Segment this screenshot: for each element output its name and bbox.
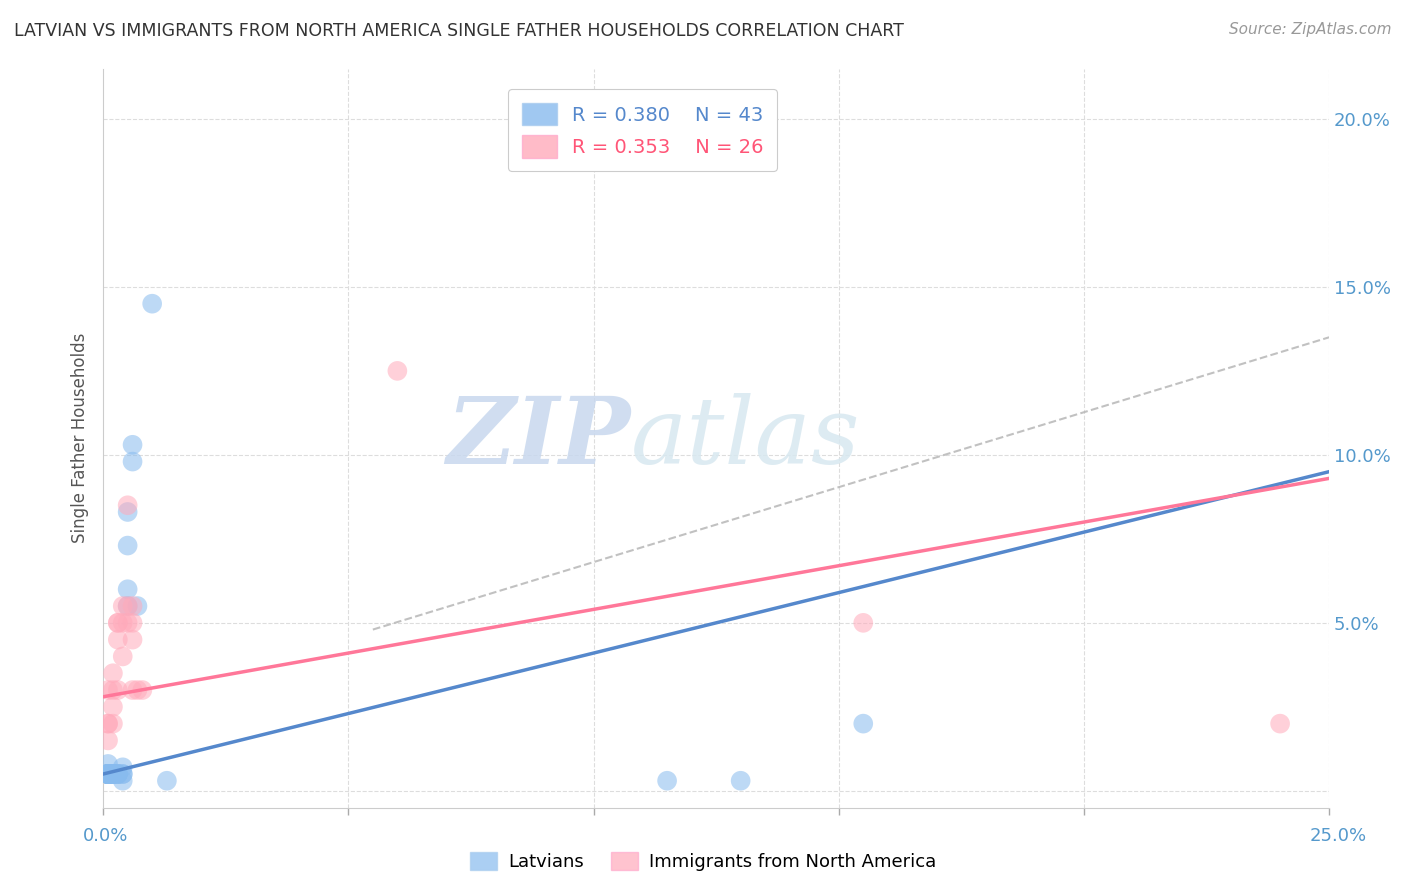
Point [117,599,139,613]
Point [97,767,120,781]
Point [127,599,149,613]
Point [97,767,120,781]
Legend: Latvians, Immigrants from North America: Latvians, Immigrants from North America [463,845,943,879]
Text: LATVIAN VS IMMIGRANTS FROM NORTH AMERICA SINGLE FATHER HOUSEHOLDS CORRELATION CH: LATVIAN VS IMMIGRANTS FROM NORTH AMERICA… [14,22,904,40]
Text: Source: ZipAtlas.com: Source: ZipAtlas.com [1229,22,1392,37]
Point [97,767,120,781]
Point [97,767,120,781]
Point [97,767,120,781]
Legend: R = 0.380    N = 43, R = 0.353    N = 26: R = 0.380 N = 43, R = 0.353 N = 26 [508,89,778,171]
Point [1268,716,1291,731]
Point [111,615,134,630]
Point [131,683,153,698]
Point [111,599,134,613]
Point [97,733,120,747]
Point [97,716,120,731]
Point [117,505,139,519]
Point [97,756,120,771]
Text: 0.0%: 0.0% [83,827,128,845]
Point [107,767,129,781]
Point [111,767,134,781]
Point [101,767,124,781]
Point [107,767,129,781]
Point [97,767,120,781]
Point [121,599,143,613]
Point [101,767,124,781]
Point [101,767,124,781]
Point [97,767,120,781]
Point [107,767,129,781]
Point [111,767,134,781]
Text: 25.0%: 25.0% [1310,827,1367,845]
Point [121,632,143,647]
Point [107,615,129,630]
Point [852,615,875,630]
Point [97,767,120,781]
Point [107,767,129,781]
Point [97,767,120,781]
Point [101,767,124,781]
Text: ZIP: ZIP [446,393,630,483]
Point [107,632,129,647]
Point [655,773,678,788]
Point [97,767,120,781]
Point [111,649,134,664]
Point [852,716,875,731]
Point [97,767,120,781]
Point [730,773,752,788]
Point [101,767,124,781]
Point [121,615,143,630]
Point [117,498,139,512]
Point [101,699,124,714]
Point [97,716,120,731]
Point [97,767,120,781]
Point [117,615,139,630]
Point [156,773,179,788]
Point [127,683,149,698]
Y-axis label: Single Father Households: Single Father Households [72,333,89,543]
Point [101,767,124,781]
Point [117,599,139,613]
Point [121,454,143,468]
Point [107,683,129,698]
Point [117,582,139,597]
Point [97,767,120,781]
Point [121,438,143,452]
Point [97,767,120,781]
Point [107,615,129,630]
Point [117,539,139,553]
Point [101,683,124,698]
Point [387,364,409,378]
Point [141,296,163,310]
Point [111,760,134,774]
Point [97,683,120,698]
Text: atlas: atlas [630,393,860,483]
Point [101,666,124,681]
Point [101,716,124,731]
Point [121,683,143,698]
Point [97,767,120,781]
Point [111,773,134,788]
Point [97,767,120,781]
